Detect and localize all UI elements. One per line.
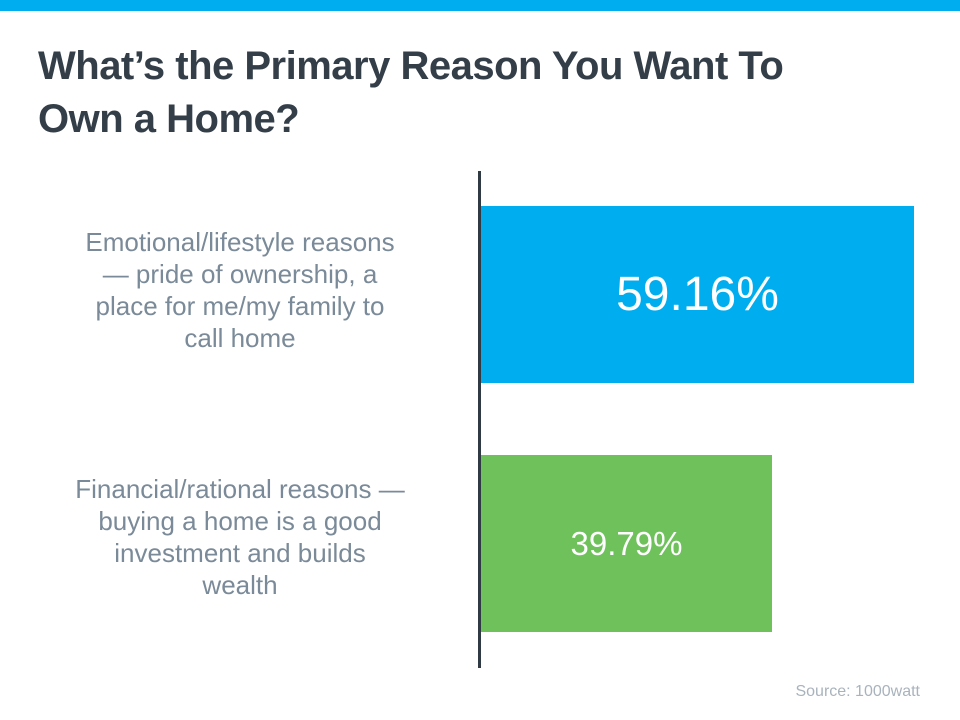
bar-label-line: — pride of ownership, a bbox=[102, 259, 378, 289]
bar-emotional: 59.16% bbox=[481, 206, 914, 383]
bar-label-line: investment and builds bbox=[114, 538, 366, 568]
bar-value-emotional: 59.16% bbox=[616, 268, 779, 321]
axis-baseline bbox=[478, 171, 481, 668]
bar-financial: 39.79% bbox=[481, 455, 772, 632]
bar-label-financial: Financial/rational reasons — buying a ho… bbox=[25, 473, 455, 601]
accent-strip bbox=[0, 0, 960, 11]
bar-label-line: place for me/my family to bbox=[95, 291, 385, 321]
bar-value-financial: 39.79% bbox=[570, 524, 683, 562]
bar-label-emotional: Emotional/lifestyle reasons — pride of o… bbox=[25, 226, 455, 354]
bar-label-line: Financial/rational reasons — bbox=[75, 474, 405, 504]
page-title-line1: What’s the Primary Reason You Want To bbox=[38, 44, 784, 88]
source-attribution: Source: 1000watt bbox=[795, 683, 920, 700]
bar-label-line: call home bbox=[184, 323, 296, 353]
bar-label-line: buying a home is a good bbox=[98, 506, 382, 536]
bar-label-line: Emotional/lifestyle reasons bbox=[85, 227, 395, 257]
bar-label-line: wealth bbox=[202, 570, 278, 600]
page-title-line2: Own a Home? bbox=[38, 97, 300, 141]
page-title: What’s the Primary Reason You Want To Ow… bbox=[38, 40, 784, 146]
